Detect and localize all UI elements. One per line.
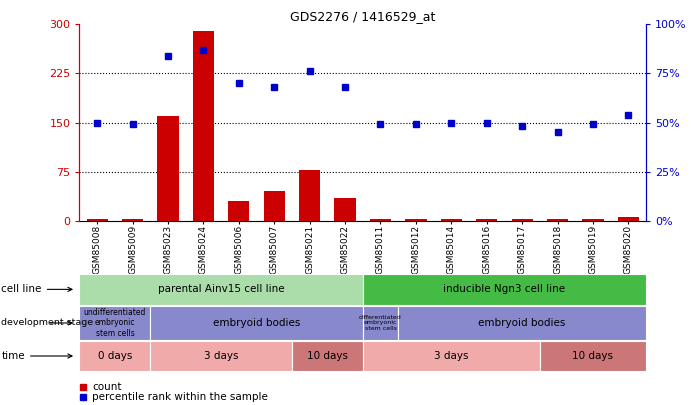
Text: development stage: development stage xyxy=(1,318,93,328)
Text: embryoid bodies: embryoid bodies xyxy=(213,318,300,328)
Bar xyxy=(511,219,533,221)
Bar xyxy=(618,217,639,221)
Bar xyxy=(151,306,363,340)
Bar xyxy=(263,191,285,221)
Title: GDS2276 / 1416529_at: GDS2276 / 1416529_at xyxy=(290,10,435,23)
Bar xyxy=(583,220,603,221)
Text: differentiated
embryonic
stem cells: differentiated embryonic stem cells xyxy=(359,315,402,331)
Text: undifferentiated
embryonic
stem cells: undifferentiated embryonic stem cells xyxy=(84,308,146,338)
Text: 10 days: 10 days xyxy=(307,351,348,361)
Bar xyxy=(398,306,646,340)
Text: count: count xyxy=(92,382,122,392)
Bar xyxy=(79,274,363,305)
Bar xyxy=(122,219,143,221)
Bar xyxy=(363,341,540,371)
Bar xyxy=(158,116,178,221)
Bar xyxy=(79,306,151,340)
Bar xyxy=(476,220,498,221)
Bar xyxy=(334,198,356,221)
Bar xyxy=(86,220,108,221)
Text: time: time xyxy=(1,351,72,361)
Text: 3 days: 3 days xyxy=(434,351,468,361)
Text: embryoid bodies: embryoid bodies xyxy=(478,318,566,328)
Bar xyxy=(363,274,646,305)
Text: percentile rank within the sample: percentile rank within the sample xyxy=(92,392,268,402)
Bar xyxy=(441,219,462,221)
Bar xyxy=(540,341,646,371)
Text: parental Ainv15 cell line: parental Ainv15 cell line xyxy=(158,284,285,294)
Bar xyxy=(547,220,568,221)
Bar xyxy=(370,219,391,221)
Bar xyxy=(193,31,214,221)
Text: 3 days: 3 days xyxy=(204,351,238,361)
Bar xyxy=(79,341,151,371)
Bar xyxy=(292,341,363,371)
Bar xyxy=(299,170,320,221)
Text: 10 days: 10 days xyxy=(572,351,614,361)
Bar xyxy=(228,201,249,221)
Text: cell line: cell line xyxy=(1,284,72,294)
Bar xyxy=(405,220,426,221)
Bar xyxy=(363,306,398,340)
Text: 0 days: 0 days xyxy=(97,351,132,361)
Text: inducible Ngn3 cell line: inducible Ngn3 cell line xyxy=(444,284,565,294)
Bar xyxy=(151,341,292,371)
